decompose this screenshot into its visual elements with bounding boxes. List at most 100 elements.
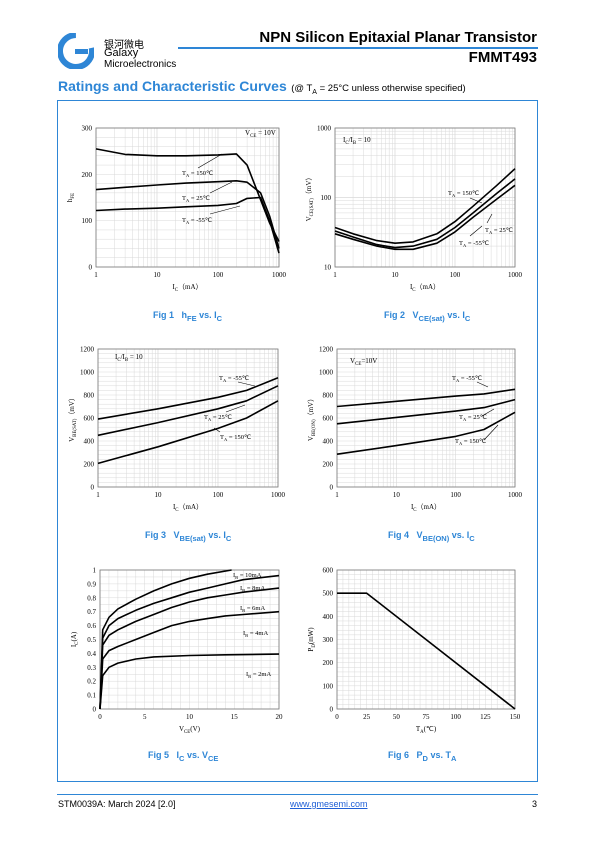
y-tick-label: 0.9 xyxy=(87,580,96,588)
footer-doc-id: STM0039A: March 2024 [2.0] xyxy=(58,799,176,809)
series-label: TA = 25℃ xyxy=(182,195,211,203)
footer-website-link[interactable]: www.gmesemi.com xyxy=(290,799,368,809)
y-tick-label: 0.5 xyxy=(87,636,96,644)
y-tick-label: 1200 xyxy=(319,346,334,354)
series-line xyxy=(99,610,280,710)
y-tick-label: 1000 xyxy=(80,369,95,377)
x-tick-label: 10 xyxy=(392,271,400,279)
x-tick-label: 5 xyxy=(143,713,147,721)
y-tick-label: 0 xyxy=(330,706,334,714)
x-tick-label: 1 xyxy=(335,491,339,499)
x-tick-label: 0 xyxy=(98,713,102,721)
y-tick-label: 0 xyxy=(91,484,95,492)
y-tick-label: 300 xyxy=(82,125,93,133)
x-axis-label: IC（mA） xyxy=(173,503,203,513)
logo-name-line2: Microelectronics xyxy=(104,59,177,70)
chart-4: 1 10 100 1000 0 200 400 600 800 1000 1200 IC（mA） VBE… xyxy=(307,346,523,514)
chart-grid xyxy=(336,348,516,488)
chart-1: 1 10 100 1000 0 100 200 300 IC（mA） hFE VCE = 10V TA… xyxy=(66,125,287,294)
x-tick-label: 1000 xyxy=(272,271,287,279)
x-tick-label: 100 xyxy=(450,491,461,499)
y-tick-label: 0.1 xyxy=(87,692,96,700)
series-label: IB = 6mA xyxy=(240,605,265,613)
y-tick-label: 300 xyxy=(323,636,334,644)
y-tick-label: 1000 xyxy=(319,369,334,377)
x-axis-label: VCE(V) xyxy=(179,725,201,735)
series-label: IB = 4mA xyxy=(243,630,268,638)
series-line xyxy=(336,411,516,455)
x-tick-label: 1000 xyxy=(508,491,523,499)
y-tick-label: 800 xyxy=(84,392,95,400)
series-label: IB = 8mA xyxy=(240,585,265,593)
company-logo xyxy=(57,32,95,70)
series-line xyxy=(336,398,516,425)
x-tick-label: 150 xyxy=(510,713,521,721)
y-tick-label: 1200 xyxy=(80,346,95,354)
series-line xyxy=(97,385,279,437)
chart-6: 0 25 50 75 100 125 150 0 100 200 300 400 500 600 TA(℃)… xyxy=(307,567,521,736)
series-label-leader xyxy=(213,427,221,433)
series-label: TA = -55℃ xyxy=(452,375,483,383)
chart-frame xyxy=(95,127,280,268)
y-tick-label: 0.3 xyxy=(87,664,96,672)
chart-condition-note: IC/IB = 10 xyxy=(115,353,143,363)
y-tick-label: 0 xyxy=(89,264,93,272)
part-number: FMMT493 xyxy=(468,49,537,66)
chart-frame xyxy=(336,569,516,710)
series-label-leader xyxy=(209,181,233,194)
chart-condition-note: IC/IB = 10 xyxy=(343,136,371,146)
x-tick-label: 50 xyxy=(393,713,401,721)
x-tick-label: 125 xyxy=(480,713,491,721)
figures-frame xyxy=(57,100,538,782)
x-tick-label: 100 xyxy=(213,271,224,279)
y-tick-label: 10 xyxy=(324,264,332,272)
x-tick-label: 1000 xyxy=(508,271,523,279)
section-conditions: (@ TA = 25°C unless otherwise specified) xyxy=(291,83,466,96)
x-tick-label: 1 xyxy=(94,271,98,279)
chart-grid xyxy=(97,348,279,488)
series-label-leader xyxy=(476,381,489,388)
series-label-leader xyxy=(469,225,483,237)
x-tick-label: 1 xyxy=(96,491,100,499)
x-tick-label: 100 xyxy=(450,271,461,279)
series-label: TA = -55℃ xyxy=(219,375,250,383)
x-tick-label: 25 xyxy=(363,713,371,721)
y-tick-label: 1000 xyxy=(317,125,332,133)
series-line xyxy=(336,388,516,408)
y-tick-label: 200 xyxy=(323,659,334,667)
fig3-caption: Fig 3 VBE(sat) vs. IC xyxy=(145,530,232,543)
y-tick-label: 100 xyxy=(323,682,334,690)
y-tick-label: 200 xyxy=(82,171,93,179)
series-line xyxy=(99,574,280,710)
series-label-leader xyxy=(483,424,499,441)
series-label-leader xyxy=(237,381,256,387)
chart-condition-note: VCE=10V xyxy=(350,357,377,367)
x-tick-label: 10 xyxy=(186,713,194,721)
series-line xyxy=(337,592,516,710)
x-tick-label: 75 xyxy=(423,713,431,721)
x-axis-label: IC（mA） xyxy=(172,283,202,293)
series-label: TA = 25℃ xyxy=(485,227,514,235)
x-axis-label: TA(℃) xyxy=(416,725,437,735)
series-line xyxy=(97,400,279,465)
y-tick-label: 200 xyxy=(84,461,95,469)
y-tick-label: 0.7 xyxy=(87,608,96,616)
chart-grid xyxy=(99,569,280,710)
series-label: TA = 150℃ xyxy=(448,190,480,198)
y-tick-label: 600 xyxy=(323,567,334,575)
fig1-caption: Fig 1 hFE vs. IC xyxy=(153,310,223,323)
series-label-leader xyxy=(469,197,483,204)
series-label: TA = 150℃ xyxy=(455,438,487,446)
y-tick-label: 0 xyxy=(93,706,97,714)
y-tick-label: 0.4 xyxy=(87,650,96,658)
header-rule xyxy=(178,47,538,49)
y-tick-label: 200 xyxy=(323,461,334,469)
series-label-leader xyxy=(481,408,495,417)
fig4-caption: Fig 4 VBE(ON) vs. IC xyxy=(388,530,475,543)
series-line xyxy=(95,196,280,254)
footer-page-number: 3 xyxy=(531,799,537,809)
series-label: TA = 150℃ xyxy=(182,170,214,178)
series-line xyxy=(99,587,280,710)
fig2-caption: Fig 2 VCE(sat) vs. IC xyxy=(384,310,471,323)
